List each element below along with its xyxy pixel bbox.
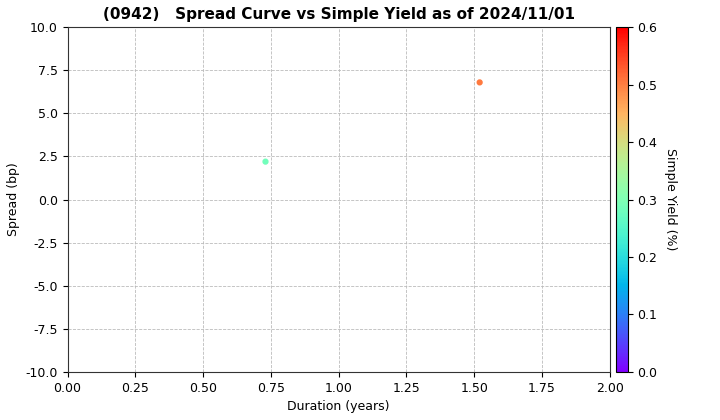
Y-axis label: Spread (bp): Spread (bp) [7,163,20,236]
Y-axis label: Simple Yield (%): Simple Yield (%) [664,148,677,251]
X-axis label: Duration (years): Duration (years) [287,400,390,413]
Title: (0942)   Spread Curve vs Simple Yield as of 2024/11/01: (0942) Spread Curve vs Simple Yield as o… [103,7,575,22]
Point [474,79,485,86]
Point [260,158,271,165]
